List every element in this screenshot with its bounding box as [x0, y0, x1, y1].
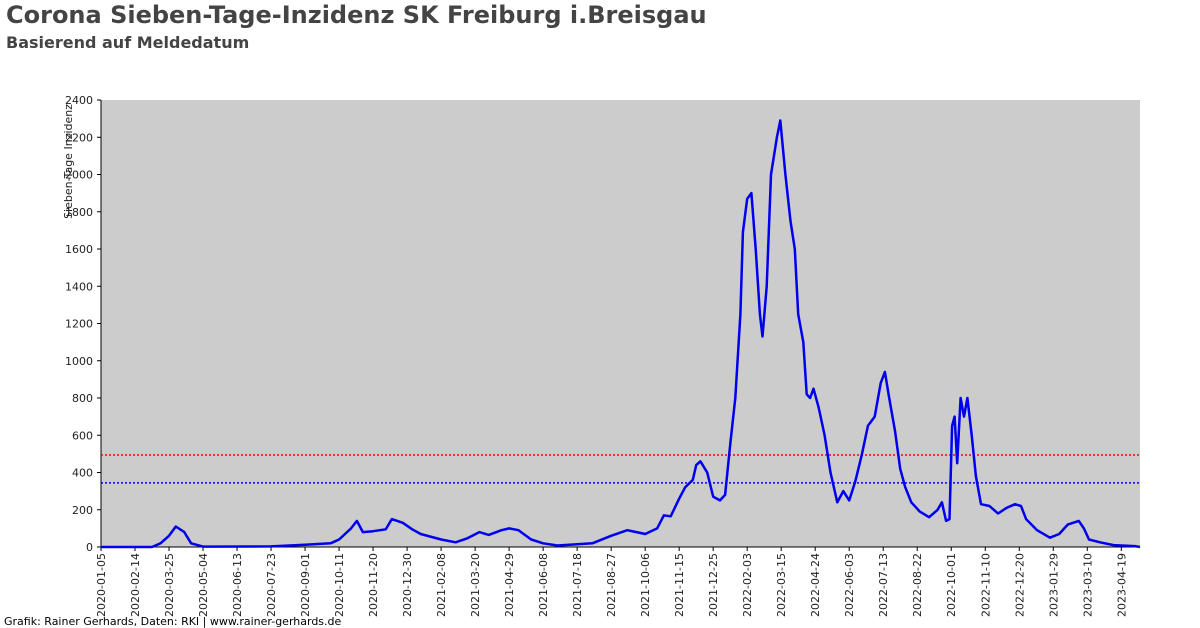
y-tick-label: 1200 — [65, 318, 93, 331]
y-tick-label: 800 — [72, 392, 93, 405]
x-tick-label: 2021-11-15 — [673, 553, 686, 617]
x-tick-label: 2020-07-23 — [265, 553, 278, 617]
y-tick-label: 2000 — [65, 169, 93, 182]
x-tick-label: 2021-07-18 — [571, 553, 584, 617]
y-tick-label: 1600 — [65, 243, 93, 256]
y-tick-label: 200 — [72, 504, 93, 517]
chart-subtitle: Basierend auf Meldedatum — [6, 33, 249, 52]
x-tick-label: 2020-06-13 — [231, 553, 244, 617]
x-tick-label: 2021-03-20 — [469, 553, 482, 617]
x-tick-label: 2023-03-10 — [1081, 553, 1094, 617]
y-tick-label: 1400 — [65, 280, 93, 293]
x-tick-label: 2022-08-22 — [911, 553, 924, 617]
x-tick-label: 2020-10-11 — [333, 553, 346, 617]
plot-background — [101, 100, 1140, 547]
x-tick-label: 2022-02-03 — [741, 553, 754, 617]
x-tick-label: 2022-11-10 — [979, 553, 992, 617]
x-tick-label: 2021-08-27 — [605, 553, 618, 617]
x-tick-label: 2020-11-20 — [367, 553, 380, 617]
x-tick-label: 2021-10-06 — [639, 553, 652, 617]
y-tick-label: 1000 — [65, 355, 93, 368]
x-tick-label: 2023-04-19 — [1115, 553, 1128, 617]
data-line — [101, 119, 1141, 549]
y-tick-label: 1800 — [65, 206, 93, 219]
y-tick-label: 2200 — [65, 131, 93, 144]
x-tick-label: 2021-06-08 — [537, 553, 550, 617]
x-tick-label: 2020-12-30 — [401, 553, 414, 617]
x-tick-label: 2023-01-29 — [1047, 553, 1060, 617]
x-tick-label: 2020-05-04 — [197, 553, 210, 617]
x-tick-label: 2022-03-15 — [775, 553, 788, 617]
x-tick-label: 2021-12-25 — [707, 553, 720, 617]
y-axis-label: Sieben-Tage Inzidenz — [62, 104, 75, 219]
x-tick-label: 2020-01-05 — [95, 553, 108, 617]
footer: Grafik: Rainer Gerhards, Daten: RKI | ww… — [4, 615, 342, 628]
x-tick-label: 2021-02-08 — [435, 553, 448, 617]
x-tick-label: 2022-12-20 — [1013, 553, 1026, 617]
x-tick-label: 2022-07-13 — [877, 553, 890, 617]
x-tick-label: 2020-09-01 — [299, 553, 312, 617]
y-tick-label: 400 — [72, 467, 93, 480]
x-tick-label: 2020-03-25 — [163, 553, 176, 617]
y-tick-label: 600 — [72, 429, 93, 442]
y-tick-label: 2400 — [65, 94, 93, 107]
plot-area: 0 200 400 600 800 1000 1200 1400 1600 1800 2000 220… — [62, 94, 1141, 617]
x-tick-label: 2020-02-14 — [129, 553, 142, 617]
x-tick-label: 2022-04-24 — [809, 553, 822, 617]
y-tick-label: 0 — [86, 541, 93, 554]
x-tick-label: 2021-04-29 — [503, 553, 516, 617]
x-tick-label: 2022-06-03 — [843, 553, 856, 617]
chart-title: Corona Sieben-Tage-Inzidenz SK Freiburg … — [6, 1, 707, 29]
x-tick-label: 2022-10-01 — [945, 553, 958, 617]
